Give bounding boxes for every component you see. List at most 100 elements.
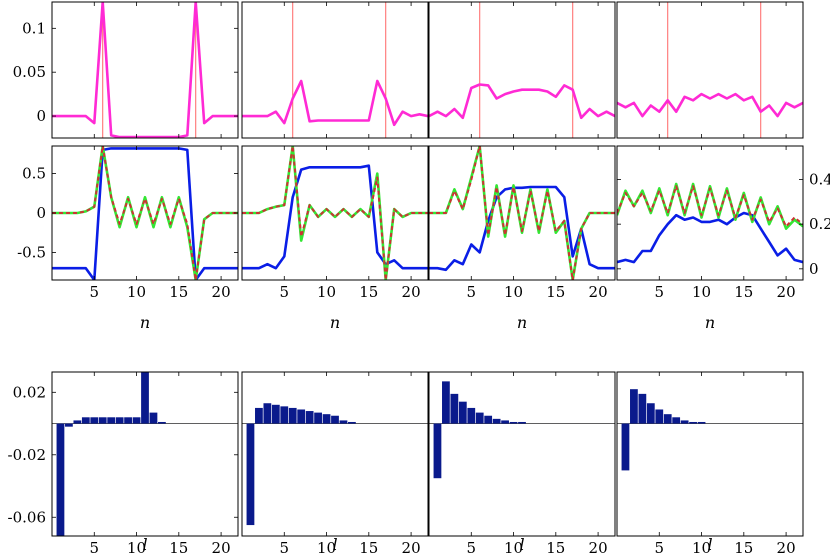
bar-4 (81, 417, 90, 424)
x-axis-label: n (330, 313, 340, 332)
bar-6 (663, 414, 672, 424)
bar-9 (124, 417, 132, 424)
bar-6 (288, 407, 297, 424)
x-tick-label: 5 (279, 283, 289, 301)
series-blue-line (429, 185, 615, 272)
panel-frame (616, 145, 804, 281)
bar-3 (638, 393, 647, 424)
bar-1 (246, 423, 255, 526)
bar-6 (475, 412, 484, 424)
x-tick-label: 20 (589, 283, 608, 301)
panel-frame (616, 1, 804, 139)
series-red_dashed-line (617, 185, 803, 228)
y-tick-label: 0.05 (13, 63, 46, 81)
x-tick-label: 10 (692, 283, 711, 301)
bar-5 (467, 407, 476, 424)
x-axis-label: l (142, 535, 147, 553)
bar-2 (255, 407, 263, 424)
x-axis-label: l (332, 535, 337, 553)
plot-area (52, 372, 238, 536)
panel-frame (428, 371, 616, 537)
panel-r2-c4: 5 10 15 20 0.4 0.2 0 n (616, 145, 830, 332)
bar-9 (314, 412, 322, 424)
x-tick-label: 20 (212, 283, 231, 301)
y-tick-label: 0.02 (13, 383, 46, 401)
bar-13 (348, 421, 356, 424)
bar-2 (442, 381, 450, 424)
bar-5 (655, 409, 664, 424)
bar-11 (331, 415, 339, 424)
bar-4 (646, 403, 655, 424)
panel-r1-c2 (241, 1, 429, 139)
plot-area (242, 146, 428, 280)
panel-frame (51, 371, 239, 537)
bar-10 (132, 417, 141, 424)
series-blue-line (617, 211, 803, 264)
panel-frame (241, 371, 429, 537)
y-tick-label: -0.02 (8, 446, 46, 464)
panel-r2-c2: 5 10 15 20 n (241, 145, 429, 332)
x-tick-label: 20 (777, 283, 796, 301)
panel-frame (428, 1, 616, 139)
y-tick-label: -0.06 (8, 508, 46, 526)
bar-8 (305, 411, 314, 424)
bar-4 (458, 401, 467, 424)
bar-7 (672, 417, 681, 424)
x-tick-label: 15 (359, 283, 378, 301)
y-tick-label: -0.5 (17, 243, 46, 261)
x-tick-label: 20 (402, 283, 421, 301)
y-tick-label: 0 (36, 204, 46, 222)
bar-5 (280, 406, 289, 424)
bar-12 (339, 420, 348, 424)
x-tick-label: 20 (777, 539, 796, 553)
x-tick-label: 5 (654, 283, 664, 301)
panel-r1-c4 (616, 1, 804, 139)
panel-frame (241, 145, 429, 281)
bar-7 (107, 417, 116, 424)
panel-r3-c3: 5 10 15 20 l (428, 371, 616, 553)
plot-area (52, 2, 238, 138)
y-tick-label: 0.1 (22, 19, 46, 37)
x-tick-label: 10 (127, 283, 146, 301)
bar-3 (450, 393, 459, 424)
x-tick-label: 15 (734, 283, 753, 301)
plot-area (617, 2, 803, 138)
x-tick-label: 10 (504, 539, 523, 553)
panel-r1-c3 (428, 1, 616, 139)
bar-12 (149, 412, 158, 424)
x-tick-label: 15 (169, 283, 188, 301)
series-magenta-line (242, 79, 428, 127)
x-axis-label: n (140, 313, 150, 332)
panel-r3-c1: 5 10 15 20 0.02 -0.02 -0.06 l (8, 371, 239, 553)
bar-1 (56, 423, 65, 536)
bar-11 (141, 372, 149, 424)
panel-r2-c1: 5 10 15 20 0.5 0 -0.5 n (17, 145, 239, 332)
x-tick-label: 15 (734, 539, 753, 553)
x-tick-label: 10 (317, 539, 336, 553)
x-tick-label: 15 (546, 539, 565, 553)
series-red_dashed-line (429, 146, 615, 280)
series-red_dashed-line (242, 146, 428, 280)
bar-10 (509, 421, 518, 424)
bar-10 (697, 421, 706, 424)
x-axis-label: n (705, 313, 715, 332)
x-tick-label: 10 (127, 539, 146, 553)
panel-r3-c4: 5 10 15 20 l (616, 371, 804, 553)
series-magenta-line (617, 92, 803, 118)
x-tick-label: 5 (89, 539, 99, 553)
bar-2 (65, 423, 73, 427)
bar-2 (630, 389, 638, 424)
x-tick-label: 15 (169, 539, 188, 553)
bar-1 (621, 423, 630, 471)
y-tick-label: 0.5 (22, 165, 46, 183)
x-axis-label: l (707, 535, 712, 553)
bar-9 (689, 421, 697, 424)
x-tick-label: 10 (504, 283, 523, 301)
panel-frame (616, 371, 804, 537)
x-tick-label: 20 (589, 539, 608, 553)
plot-area (242, 403, 428, 526)
series-magenta-line (429, 83, 615, 120)
bar-9 (501, 420, 509, 424)
bar-3 (263, 403, 272, 424)
